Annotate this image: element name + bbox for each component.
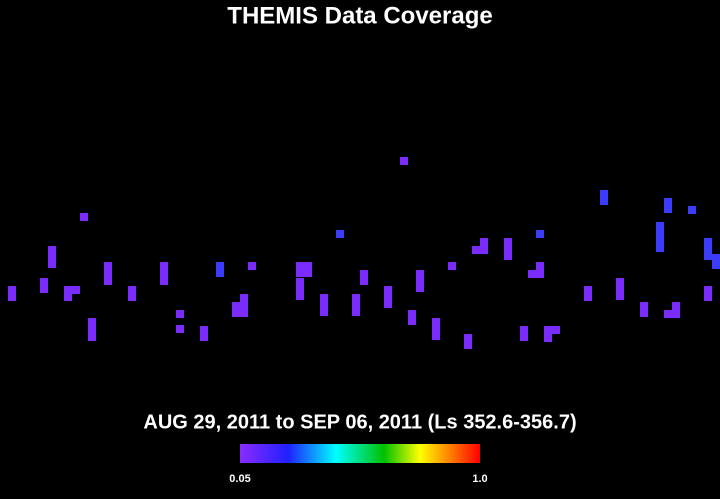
swath bbox=[384, 286, 392, 308]
swath bbox=[504, 238, 512, 260]
title: THEMIS Data Coverage bbox=[227, 2, 492, 29]
swath bbox=[48, 246, 56, 268]
swath bbox=[544, 334, 552, 342]
swath bbox=[232, 302, 248, 317]
swath bbox=[712, 254, 720, 269]
swath bbox=[472, 246, 488, 254]
swath bbox=[104, 262, 112, 285]
swath bbox=[176, 310, 184, 318]
date-range: AUG 29, 2011 to SEP 06, 2011 (Ls 352.6-3… bbox=[143, 411, 576, 433]
swath bbox=[704, 286, 712, 301]
swath bbox=[616, 278, 624, 300]
swath bbox=[352, 294, 360, 316]
swath bbox=[296, 278, 304, 300]
swath bbox=[688, 206, 696, 214]
swath bbox=[704, 238, 712, 260]
swath bbox=[544, 326, 560, 334]
swath bbox=[176, 325, 184, 333]
swath bbox=[600, 190, 608, 205]
swath bbox=[416, 270, 424, 292]
swath bbox=[584, 286, 592, 301]
swath bbox=[400, 157, 408, 165]
swath bbox=[528, 270, 544, 278]
swath bbox=[360, 270, 368, 285]
swath bbox=[664, 198, 672, 213]
swath bbox=[448, 262, 456, 270]
swath bbox=[464, 334, 472, 349]
swath bbox=[536, 230, 544, 238]
swath bbox=[72, 286, 80, 294]
swath bbox=[336, 230, 344, 238]
swath bbox=[240, 294, 248, 302]
swath bbox=[296, 262, 312, 277]
colorbar bbox=[240, 444, 480, 463]
swath bbox=[8, 286, 16, 301]
swath bbox=[216, 262, 224, 277]
swath bbox=[200, 326, 208, 341]
swath bbox=[664, 310, 680, 318]
swath bbox=[64, 286, 72, 301]
colorbar-tick-label: 1.0 bbox=[472, 473, 487, 485]
swath bbox=[248, 262, 256, 270]
swath bbox=[480, 238, 488, 246]
swath bbox=[160, 262, 168, 285]
swath bbox=[536, 262, 544, 270]
swath bbox=[656, 222, 664, 252]
swath bbox=[40, 278, 48, 293]
colorbar-tick-label: 0.05 bbox=[229, 473, 250, 485]
swath bbox=[128, 286, 136, 301]
swath bbox=[320, 294, 328, 316]
swath bbox=[520, 326, 528, 341]
swath bbox=[640, 302, 648, 317]
swath bbox=[408, 310, 416, 325]
swath bbox=[80, 213, 88, 221]
swath bbox=[672, 302, 680, 310]
coverage-swaths bbox=[8, 157, 720, 349]
swath bbox=[88, 318, 96, 341]
swath bbox=[432, 318, 440, 340]
